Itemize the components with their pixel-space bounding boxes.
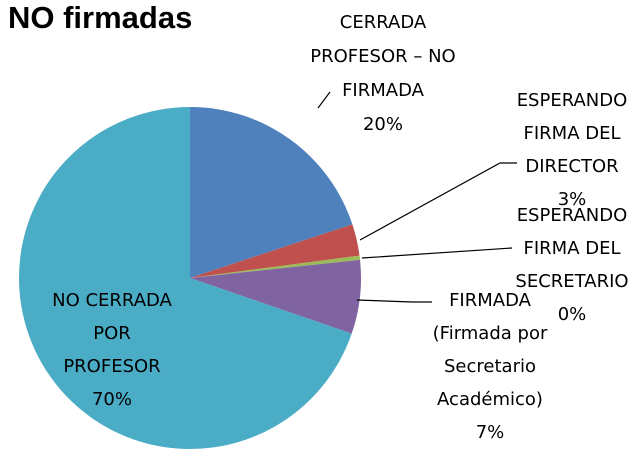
slice-label: FIRMADA (Firmada por Secretario Académico) — [433, 290, 548, 410]
pie-slice — [190, 255, 361, 278]
value-label: 7% — [476, 422, 505, 443]
pie-slice — [190, 224, 360, 278]
slice-label: ESPERANDO FIRMA DEL SECRETARIO — [515, 205, 628, 292]
value-label: 3% — [558, 189, 587, 210]
leader-line — [356, 299, 432, 303]
pie-slice — [190, 107, 353, 278]
leader-line — [359, 162, 517, 241]
value-label: 70% — [92, 389, 132, 410]
slice-label: NO CERRADA POR PROFESOR — [52, 290, 172, 377]
pie-slice — [190, 259, 361, 334]
chart-title: NO firmadas — [8, 0, 192, 35]
leader-line — [361, 247, 513, 259]
value-label: 20% — [363, 114, 403, 135]
leader-line — [317, 91, 331, 109]
slice-label: ESPERANDO FIRMA DEL DIRECTOR — [517, 90, 628, 177]
value-label: 0% — [558, 304, 587, 325]
slice-label: CERRADA PROFESOR – NO FIRMADA — [310, 12, 455, 101]
pie-slice — [18, 107, 352, 449]
